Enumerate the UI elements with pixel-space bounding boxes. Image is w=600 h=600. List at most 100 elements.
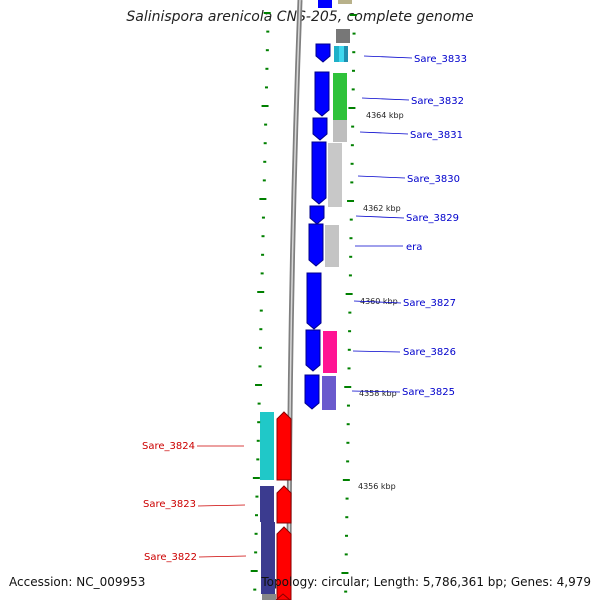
reverse-gene-labels: Sare_3824 Sare_3823 Sare_3822	[142, 441, 197, 563]
cog-box	[261, 522, 275, 594]
tick-mark	[252, 477, 260, 479]
cog-box	[344, 46, 348, 62]
tick-mark	[351, 69, 355, 72]
cog-box	[262, 594, 276, 600]
forward-cog-boxes	[322, 46, 348, 410]
gene-label: Sare_3825	[402, 387, 455, 398]
tick-mark	[349, 237, 353, 240]
top-feature-blue	[318, 0, 332, 8]
tick-mark	[256, 458, 260, 461]
tick-mark	[347, 348, 351, 351]
gene-arrow	[305, 329, 321, 372]
gene-arrow	[276, 526, 292, 600]
tick-mark	[257, 421, 261, 424]
tick-mark	[258, 365, 262, 368]
gene-label: Sare_3823	[143, 499, 196, 510]
forward-label-lines	[351, 55, 413, 393]
gene-arrow	[306, 272, 322, 330]
tick-mark	[349, 14, 357, 16]
label-line	[197, 504, 246, 507]
tick-mark	[258, 346, 262, 349]
tick-mark	[347, 200, 355, 202]
tick-mark	[259, 328, 263, 331]
tick-mark	[344, 553, 348, 556]
scale-label: 4358 kbp	[359, 389, 397, 398]
tick-mark	[262, 179, 266, 182]
tick-mark	[350, 144, 354, 147]
tick-mark	[265, 67, 269, 70]
tick-mark	[345, 293, 353, 295]
cog-box	[333, 120, 347, 142]
tick-mark	[348, 330, 352, 333]
tick-mark	[261, 235, 265, 238]
tick-mark	[263, 12, 271, 14]
gene-arrow	[312, 117, 328, 141]
accession-text: Accession: NC_009953	[9, 575, 146, 589]
tick-mark	[349, 255, 353, 258]
label-line	[355, 215, 405, 219]
tick-mark	[345, 516, 349, 519]
tick-mark	[260, 272, 264, 275]
cog-box	[328, 143, 342, 207]
label-line	[359, 131, 409, 135]
tick-mark	[346, 460, 350, 463]
tick-mark	[351, 88, 355, 91]
tick-mark	[350, 162, 354, 165]
tick-mark	[346, 441, 350, 444]
tick-mark	[264, 123, 268, 126]
gene-arrow	[314, 71, 330, 117]
label-line	[361, 97, 410, 101]
tick-mark	[348, 311, 352, 314]
tick-mark	[341, 572, 349, 574]
cog-box	[325, 225, 339, 267]
scale-label: 4360 kbp	[360, 297, 398, 306]
tick-mark	[345, 497, 349, 500]
tick-mark	[263, 142, 267, 145]
label-line	[352, 350, 401, 353]
cog-box	[323, 331, 337, 373]
tick-mark	[344, 590, 348, 593]
tick-mark	[261, 216, 265, 219]
label-line	[351, 390, 401, 393]
top-feature-tan	[338, 0, 352, 4]
tick-mark	[257, 291, 265, 293]
gene-arrow	[275, 593, 291, 600]
label-line	[363, 55, 413, 59]
tick-mark	[351, 125, 355, 128]
gene-arrow	[308, 223, 324, 267]
tick-mark	[266, 30, 270, 33]
tick-marks	[250, 12, 357, 593]
tick-mark	[255, 495, 259, 498]
tick-mark	[259, 198, 267, 200]
tick-mark	[254, 551, 258, 554]
tick-mark	[352, 51, 356, 54]
tick-mark	[346, 404, 350, 407]
tick-mark	[344, 386, 352, 388]
top-feature-grey	[336, 29, 350, 43]
cog-box	[339, 46, 344, 62]
tick-mark	[255, 514, 259, 517]
gene-label: Sare_3824	[142, 441, 195, 452]
tick-mark	[350, 181, 354, 184]
label-line	[357, 175, 406, 179]
gene-label: Sare_3832	[411, 96, 464, 107]
label-line	[353, 300, 402, 304]
tick-mark	[259, 309, 263, 312]
gene-label: Sare_3822	[144, 552, 197, 563]
tick-mark	[254, 532, 258, 535]
tick-mark	[352, 32, 356, 35]
label-line	[198, 555, 247, 558]
gene-label: Sare_3829	[406, 213, 459, 224]
tick-mark	[346, 423, 350, 426]
gene-label: Sare_3826	[403, 347, 456, 358]
tick-mark	[257, 402, 261, 405]
tick-mark	[250, 570, 258, 572]
tick-mark	[264, 86, 268, 89]
gene-label: Sare_3830	[407, 174, 460, 185]
tick-mark	[349, 218, 353, 221]
scale-label: 4362 kbp	[363, 204, 401, 213]
scale-label: 4364 kbp	[366, 111, 404, 120]
cog-box	[334, 46, 339, 62]
cog-box	[260, 412, 274, 480]
